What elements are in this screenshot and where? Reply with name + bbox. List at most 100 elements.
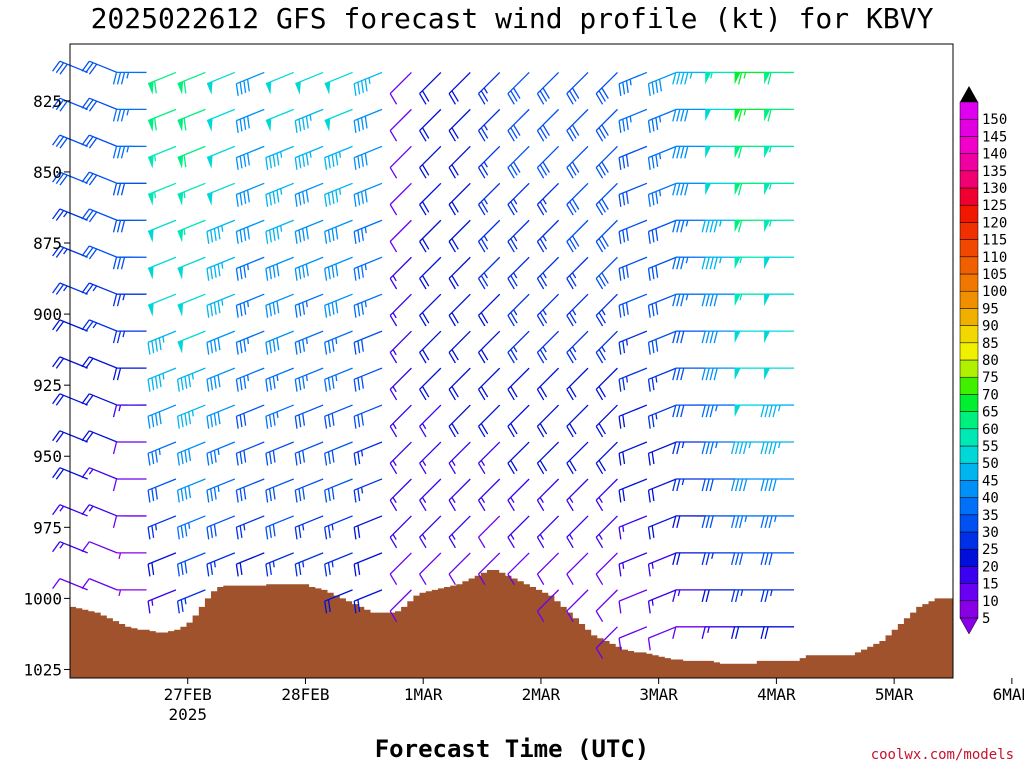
wind-barb (760, 515, 795, 529)
wind-barb (448, 71, 471, 105)
wind-barb (419, 293, 442, 327)
y-tick-label: 925 (33, 376, 62, 395)
wind-barb (595, 404, 618, 438)
colorbar-label: 150 (982, 112, 1007, 128)
wind-barb (419, 330, 442, 364)
wind-barb (566, 219, 589, 253)
colorbar-label: 95 (982, 301, 999, 317)
x-tick-label: 4MAR (757, 685, 796, 704)
wind-barb (389, 478, 412, 512)
wind-barb (235, 293, 265, 318)
wind-barb (389, 145, 412, 179)
wind-barb (477, 478, 501, 512)
wind-barb (448, 182, 471, 216)
colorbar-label: 120 (982, 215, 1007, 231)
colorbar-label: 85 (982, 336, 999, 352)
wind-barb (206, 367, 236, 392)
wind-barb (701, 626, 736, 639)
wind-barb (536, 515, 560, 549)
colorbar-segment (959, 153, 979, 172)
wind-barb (177, 145, 206, 169)
wind-barb (595, 367, 618, 401)
wind-barb (353, 330, 383, 355)
wind-barb (595, 182, 618, 216)
wind-barb (235, 552, 265, 577)
y-axis: 825 850 875 900 925 950 975 1000 1025 (23, 92, 70, 679)
wind-barb (112, 293, 147, 307)
colorbar-segment (959, 566, 979, 584)
wind-barb (294, 182, 324, 207)
wind-barb (324, 552, 353, 577)
wind-barb (647, 626, 677, 651)
wind-barb (647, 182, 677, 207)
wind-barb (618, 108, 648, 133)
wind-barb (265, 367, 294, 392)
wind-barb (147, 182, 177, 206)
wind-barb (595, 145, 618, 179)
wind-barb (536, 145, 560, 179)
wind-barb (477, 108, 501, 142)
colorbar-label: 140 (982, 147, 1007, 163)
wind-barb (235, 404, 265, 429)
wind-barb (701, 552, 736, 566)
credit-text: coolwx.com/models (871, 747, 1014, 763)
wind-barb (647, 145, 677, 170)
wind-barb (672, 478, 706, 492)
wind-barb (566, 330, 589, 364)
colorbar-label: 60 (982, 422, 999, 438)
wind-barb (147, 108, 177, 132)
wind-barb (419, 404, 442, 438)
wind-barb (618, 552, 648, 577)
wind-barb (672, 256, 706, 270)
wind-barb (147, 589, 177, 614)
colorbar-label: 100 (982, 284, 1007, 300)
wind-barb (147, 367, 177, 392)
wind-barb (730, 478, 765, 492)
wind-barb (566, 367, 589, 401)
colorbar-segment (959, 376, 979, 395)
wind-barb (353, 71, 383, 96)
wind-barb (177, 182, 206, 206)
wind-barb (419, 219, 442, 253)
wind-barb (760, 441, 795, 455)
wind-barb (353, 478, 383, 503)
wind-barb (760, 589, 795, 603)
wind-barb (295, 71, 324, 95)
wind-barb (672, 330, 706, 344)
wind-barb (507, 552, 530, 586)
wind-barb (176, 367, 206, 392)
wind-barb (176, 441, 206, 466)
wind-barb (448, 515, 471, 549)
wind-barb (294, 145, 324, 170)
wind-barb (595, 219, 618, 253)
colorbar-segment (959, 170, 979, 189)
wind-barb (235, 478, 265, 503)
wind-barb (477, 256, 501, 290)
wind-barb (701, 256, 736, 270)
wind-barb (265, 441, 294, 466)
wind-barb (595, 71, 618, 105)
colorbar-segment (959, 118, 979, 137)
x-tick-sublabel: 2025 (168, 705, 207, 724)
colorbar-label: 135 (982, 164, 1007, 180)
wind-barb (734, 404, 765, 418)
colorbar-label: 25 (982, 542, 999, 558)
wind-barb (419, 145, 442, 179)
x-axis-label: Forecast Time (UTC) (375, 735, 650, 763)
wind-barb (764, 108, 795, 122)
wind-barb (147, 71, 177, 95)
x-tick-label: 28FEB (281, 685, 329, 704)
wind-barb (595, 478, 618, 512)
wind-barb (595, 330, 618, 364)
wind-barb (419, 515, 442, 549)
colorbar-label: 10 (982, 594, 999, 610)
wind-barb (235, 71, 265, 96)
colorbar-segment (959, 497, 979, 516)
wind-barb (618, 330, 648, 355)
wind-barb (324, 330, 353, 355)
wind-barb (235, 145, 265, 170)
wind-barb (618, 256, 648, 281)
wind-barb (647, 441, 677, 466)
wind-barb (81, 467, 118, 480)
